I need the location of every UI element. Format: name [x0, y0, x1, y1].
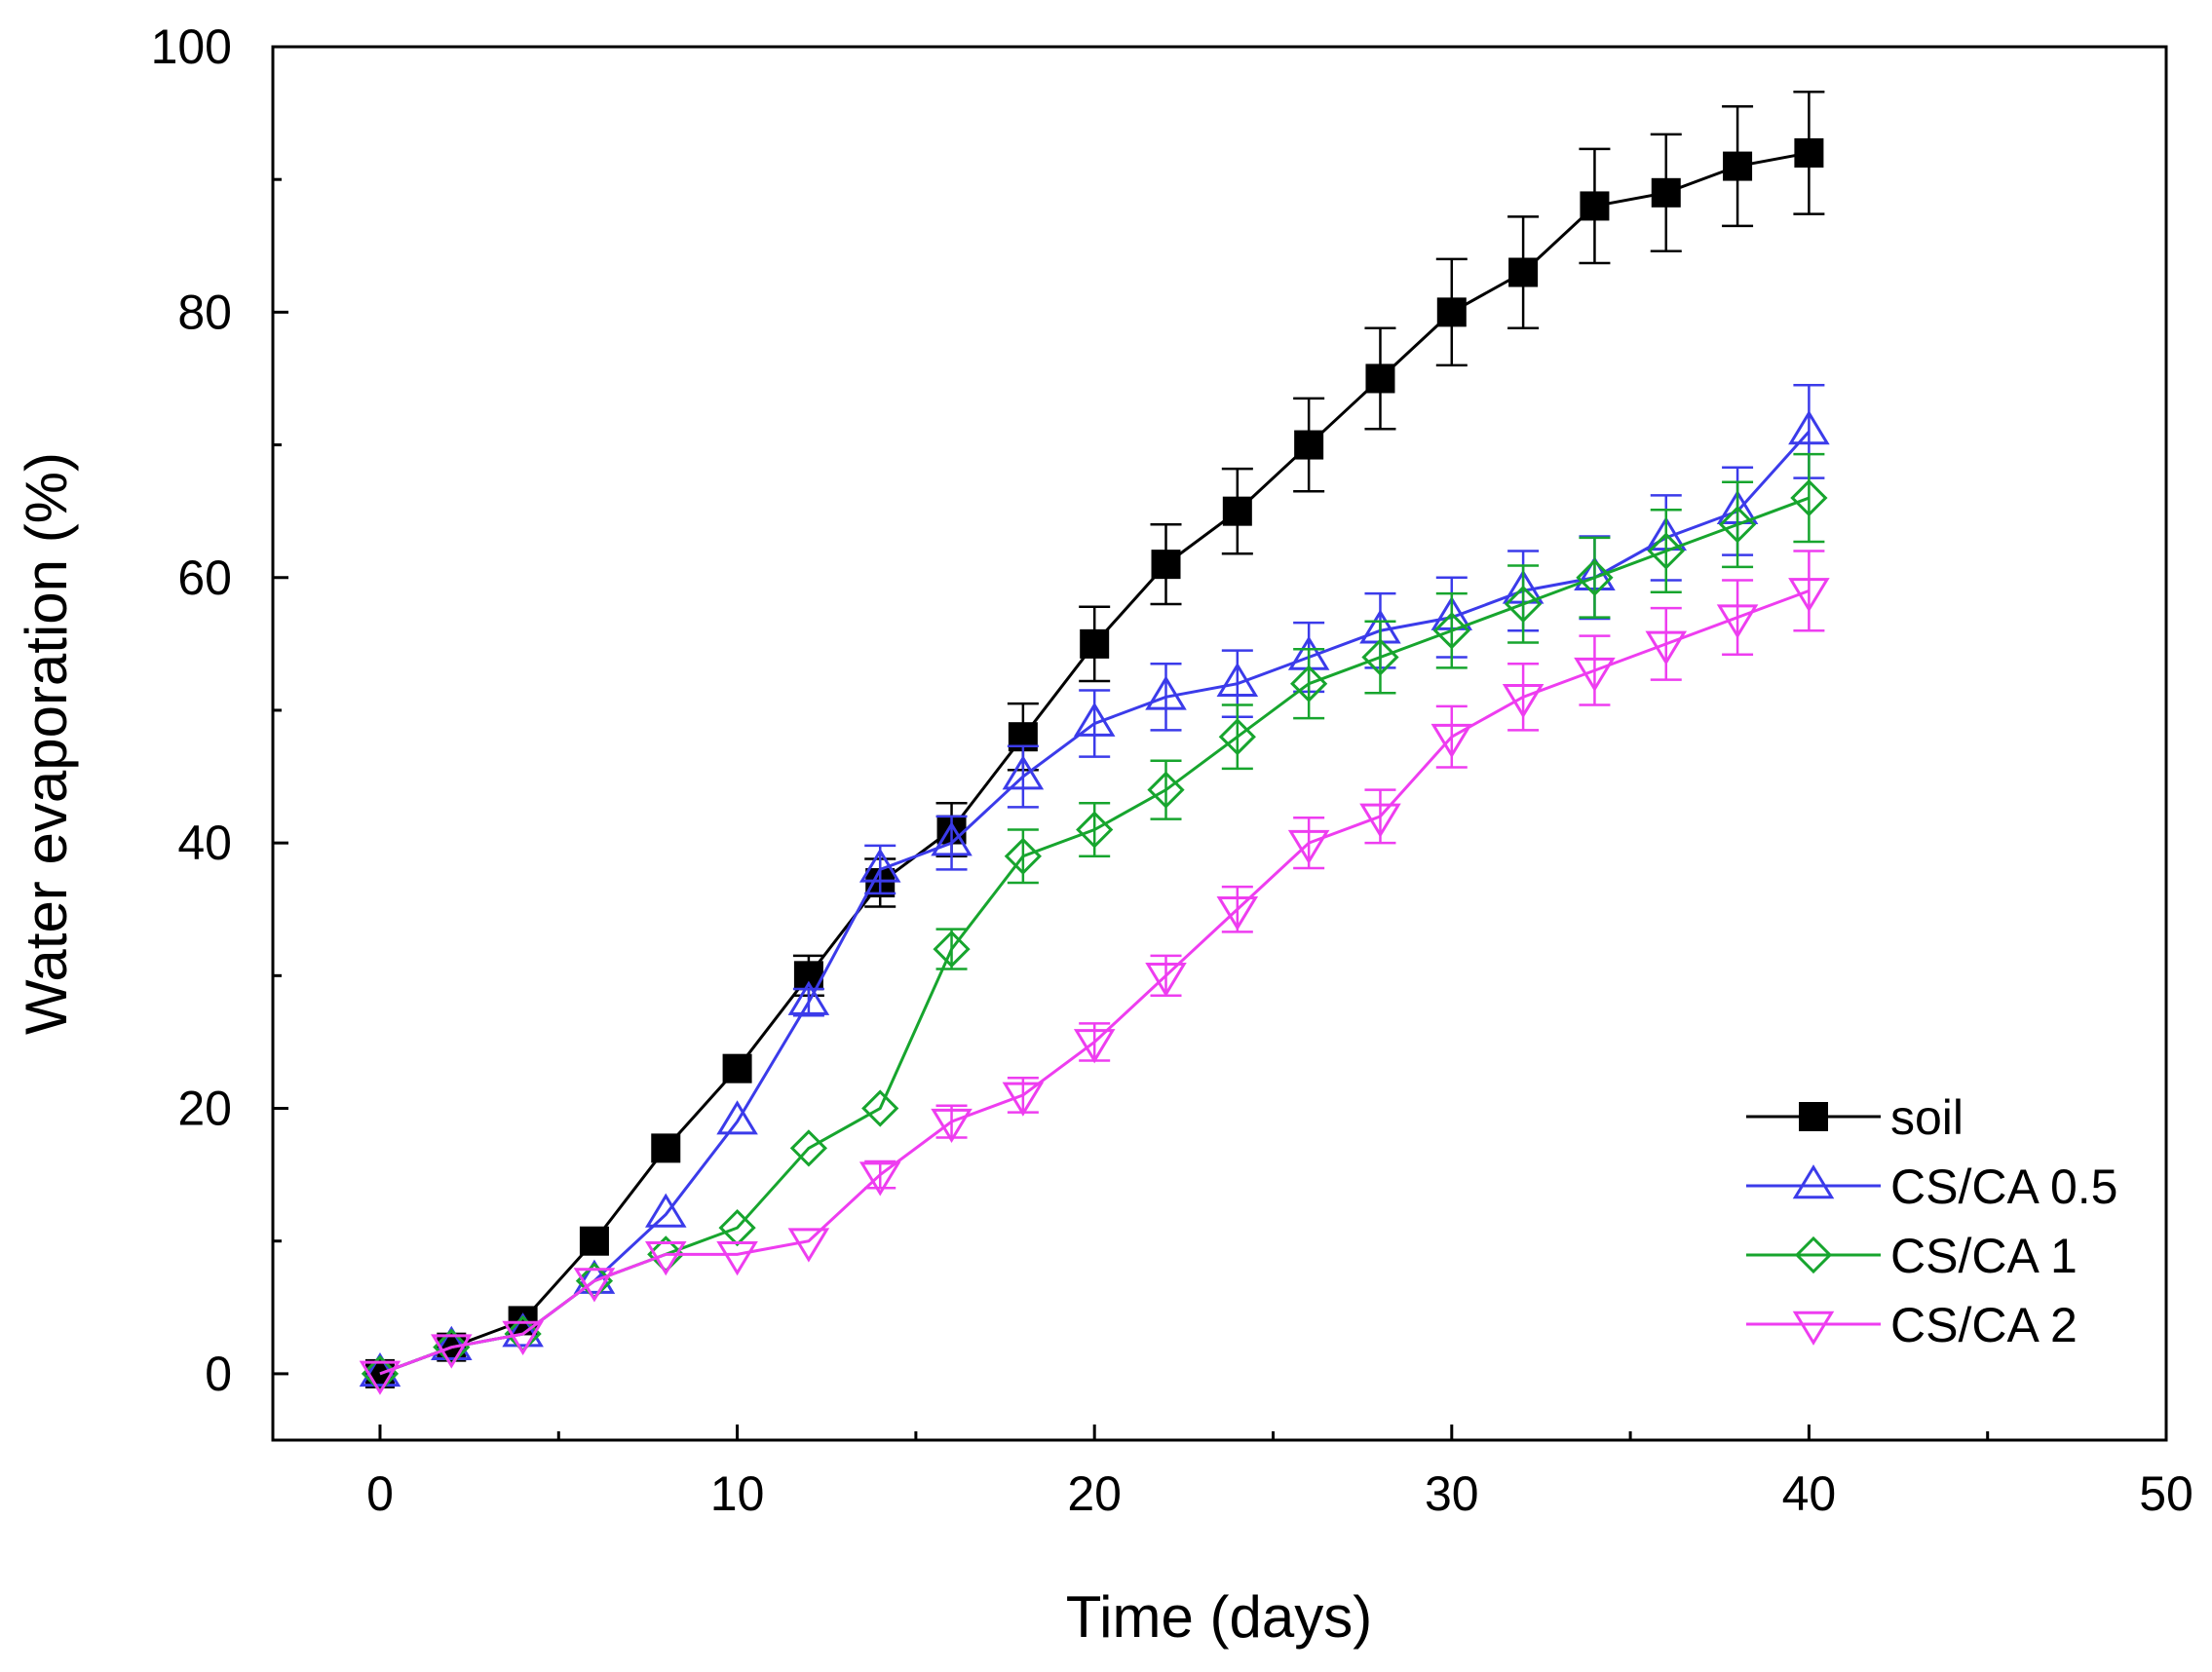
legend-label: CS/CA 1	[1890, 1229, 2078, 1283]
data-point	[858, 1161, 901, 1197]
data-point	[858, 848, 901, 883]
data-point	[1361, 638, 1399, 676]
legend-marker	[1792, 1311, 1835, 1346]
legend: soil CS/CA 0.5 CS/CA 1 CS/CA 2	[1746, 1090, 2117, 1352]
x-tick-label: 20	[1067, 1466, 1122, 1521]
data-point	[1004, 837, 1042, 875]
data-point	[1723, 151, 1753, 181]
data-point	[1576, 558, 1614, 596]
data-point	[502, 1312, 544, 1348]
data-point	[1430, 723, 1473, 759]
series-layer	[359, 91, 1830, 1395]
data-point	[1145, 675, 1187, 710]
x-tick-label: 10	[710, 1466, 765, 1521]
data-point	[1359, 803, 1401, 838]
data-point	[573, 1268, 616, 1303]
data-point	[1788, 578, 1830, 613]
data-point	[716, 1100, 758, 1135]
data-point	[1216, 895, 1259, 931]
data-point	[1651, 177, 1681, 208]
data-point	[1073, 702, 1116, 737]
data-point	[1788, 410, 1830, 445]
x-axis-title: Time (days)	[1066, 1584, 1372, 1650]
y-tick-label: 80	[177, 285, 232, 339]
data-point	[1147, 771, 1185, 809]
data-point	[931, 821, 973, 856]
y-tick-label: 0	[205, 1347, 232, 1401]
legend-marker	[1794, 1235, 1833, 1274]
data-point	[644, 1241, 687, 1276]
x-tick-label: 30	[1425, 1466, 1479, 1521]
data-point	[716, 1241, 758, 1276]
data-point	[1073, 1029, 1116, 1064]
data-point	[1287, 829, 1330, 865]
data-point	[1080, 628, 1110, 659]
y-tick-label: 100	[151, 19, 232, 74]
data-point	[579, 1226, 609, 1256]
data-point	[1508, 257, 1539, 287]
data-point	[359, 1360, 401, 1395]
data-point	[787, 1228, 830, 1263]
data-point	[718, 1208, 756, 1247]
axis-ticks: 0 10 20 30 40 50 0 20 40 60 80 100	[151, 19, 2193, 1521]
x-tick-label: 50	[2139, 1466, 2193, 1521]
y-tick-label: 60	[177, 551, 232, 605]
data-point	[1790, 478, 1828, 517]
data-point	[651, 1133, 681, 1163]
data-point	[1716, 604, 1759, 639]
data-point	[1294, 430, 1324, 460]
data-point	[1647, 532, 1685, 570]
data-point	[1218, 718, 1256, 756]
data-point	[1076, 811, 1114, 849]
data-point	[1718, 506, 1757, 544]
series-0	[364, 91, 1825, 1388]
x-tick-label: 0	[366, 1466, 394, 1521]
data-point	[1580, 191, 1610, 221]
data-point	[502, 1320, 544, 1355]
data-point	[931, 1108, 973, 1144]
y-tick-label: 20	[177, 1082, 232, 1136]
y-axis-title: Water evaporation (%)	[14, 452, 79, 1035]
data-point	[1432, 612, 1470, 650]
legend-label: CS/CA 0.5	[1890, 1159, 2117, 1214]
data-point	[431, 1334, 473, 1369]
data-point	[933, 930, 971, 969]
legend-marker	[1792, 1164, 1835, 1199]
plot-frame	[271, 45, 2168, 1442]
data-point	[1794, 137, 1824, 168]
data-point	[1002, 1082, 1045, 1117]
legend-label: CS/CA 2	[1890, 1298, 2078, 1352]
data-point	[1645, 630, 1688, 665]
data-point	[1216, 662, 1259, 697]
data-point	[1436, 297, 1467, 327]
data-point	[861, 1089, 899, 1127]
data-point	[1504, 585, 1543, 624]
data-point	[1365, 363, 1395, 394]
legend-marker	[1799, 1102, 1828, 1131]
data-point	[1290, 665, 1328, 703]
data-point	[1002, 755, 1045, 790]
data-point	[722, 1053, 752, 1083]
x-tick-label: 40	[1782, 1466, 1837, 1521]
data-point	[787, 980, 830, 1015]
data-point	[1145, 963, 1187, 998]
data-point	[1574, 657, 1616, 692]
data-point	[1151, 550, 1181, 580]
data-point	[1222, 496, 1252, 526]
series-3	[359, 550, 1830, 1395]
data-point	[644, 1193, 687, 1228]
y-tick-label: 40	[177, 816, 232, 870]
data-point	[431, 1325, 473, 1360]
data-point	[1502, 684, 1545, 719]
data-point	[789, 1129, 828, 1167]
legend-label: soil	[1890, 1090, 1964, 1145]
